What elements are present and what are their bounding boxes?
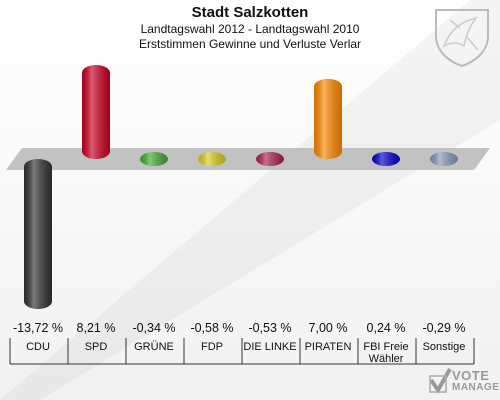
chart-subtitle-2: Erststimmen Gewinne und Verluste Verlar <box>138 37 362 51</box>
category-label: GRÜNE <box>134 341 174 353</box>
category-label: SPD <box>84 341 108 353</box>
value-label: -0,34 % <box>132 321 176 335</box>
value-label: -13,72 % <box>12 321 64 335</box>
chart-subtitle: Landtagswahl 2012 - Landtagswahl 2010 <box>140 22 360 36</box>
value-label: 7,00 % <box>308 321 348 335</box>
logo-line2: MANAGER <box>452 382 500 393</box>
logo-line1: VOTE <box>452 368 490 383</box>
chart-title: Stadt Salzkotten <box>191 4 309 21</box>
bar-linke <box>256 152 284 166</box>
bar-gruene <box>140 152 168 166</box>
bar-fbi <box>372 152 400 166</box>
category-label: FDP <box>201 341 223 353</box>
bar-cdu <box>24 159 52 309</box>
value-label: -0,58 % <box>190 321 234 335</box>
bar-spd <box>82 65 110 159</box>
category-label: PIRATEN <box>304 341 352 353</box>
value-label: 0,24 % <box>366 321 406 335</box>
value-label: -0,53 % <box>248 321 292 335</box>
value-label: -0,29 % <box>422 321 466 335</box>
value-label: 8,21 % <box>76 321 116 335</box>
bar-sonstige <box>430 152 458 166</box>
category-label: CDU <box>26 341 50 353</box>
baseline-band <box>6 148 490 170</box>
category-label: Sonstige <box>422 341 466 353</box>
bar-piraten <box>314 78 342 159</box>
vote-manager-logo: VOTE MANAGER <box>428 364 500 398</box>
bar-fdp <box>198 152 226 166</box>
category-label: FBI Freie Wähler <box>363 341 409 365</box>
category-label: DIE LINKE <box>243 341 297 353</box>
crest-icon <box>435 9 489 68</box>
checkmark-icon <box>429 368 452 394</box>
